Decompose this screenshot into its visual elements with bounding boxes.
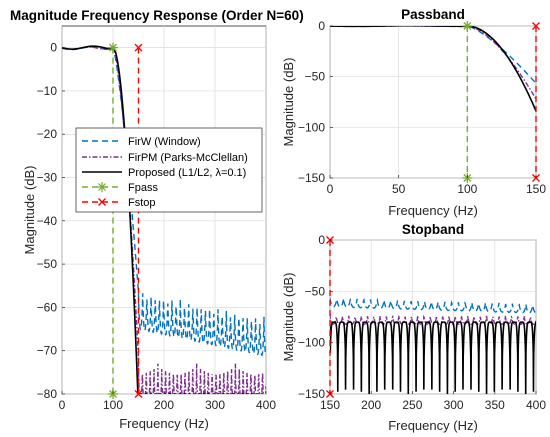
fstop-x-icon	[98, 198, 106, 206]
main-plot: 0 100 200 300 400 0 −10 −20 −30 −40 −50 −60 −70 −80 M…	[10, 8, 304, 431]
x-tick-label: 150	[320, 398, 340, 412]
x-marker-icon	[134, 390, 143, 398]
y-tick-label: −50	[305, 284, 326, 298]
y-tick-label: −150	[298, 171, 325, 185]
y-tick-label: −10	[37, 84, 58, 98]
stopband-ylabel: Magnitude (dB)	[281, 273, 296, 362]
x-tick-label: 0	[59, 398, 66, 412]
series-line-firw	[330, 297, 536, 314]
series-line-firpm	[330, 313, 536, 325]
x-tick-label: 300	[205, 398, 225, 412]
y-tick-label: −50	[37, 257, 58, 271]
x-marker-icon	[532, 22, 540, 30]
passband-plot: 0 50 100 150 0 −50 −100 −150 Passband Frequency…	[281, 7, 546, 218]
x-tick-label: 200	[361, 398, 381, 412]
legend-label-proposed: Proposed (L1/L2, λ=0.1)	[128, 167, 246, 179]
passband-tick-labels: 0 50 100 150 0 −50 −100 −150	[298, 19, 546, 196]
passband-ylabel: Magnitude (dB)	[281, 58, 296, 147]
passband-curves	[330, 26, 536, 112]
passband-title: Passband	[401, 7, 465, 22]
x-tick-label: 100	[457, 182, 477, 196]
series-line-proposed	[330, 26, 536, 112]
y-tick-label: −100	[298, 336, 325, 350]
y-tick-label: −30	[37, 171, 58, 185]
passband-axes-box	[329, 25, 537, 179]
x-tick-label: 0	[327, 182, 334, 196]
legend-item-fpass: Fpass	[82, 182, 158, 194]
y-tick-label: −70	[37, 344, 58, 358]
legend-item-firpm: FirPM (Parks-McClellan)	[82, 152, 248, 164]
x-tick-label: 400	[526, 398, 546, 412]
x-tick-label: 250	[402, 398, 422, 412]
legend-label-firpm: FirPM (Parks-McClellan)	[128, 152, 248, 164]
main-tick-labels: 0 100 200 300 400 0 −10 −20 −30 −40 −50 −60 −70 −80	[37, 41, 277, 412]
y-tick-label: −80	[37, 387, 58, 401]
stopband-tick-labels: 150 200 250 300 350 400 0 −50 −100 −150	[298, 233, 546, 412]
x-tick-label: 350	[485, 398, 505, 412]
series-line-proposed	[330, 321, 536, 394]
x-tick-label: 50	[392, 182, 406, 196]
y-tick-label: −50	[305, 70, 326, 84]
asterisk-marker-icon	[462, 21, 473, 31]
y-tick-label: 0	[318, 19, 325, 33]
stopband-curves	[330, 297, 536, 394]
main-xlabel: Frequency (Hz)	[119, 416, 209, 431]
series-line-firpm	[62, 46, 266, 394]
stopband-title: Stopband	[402, 222, 464, 237]
main-marker-lines	[108, 42, 143, 399]
passband-xlabel: Frequency (Hz)	[388, 203, 478, 218]
main-curves	[62, 45, 266, 394]
x-tick-label: 300	[444, 398, 464, 412]
stopband-xlabel: Frequency (Hz)	[388, 418, 478, 433]
fpass-asterisk-icon	[97, 182, 107, 192]
legend-item-proposed: Proposed (L1/L2, λ=0.1)	[82, 167, 246, 179]
legend-item-fstop: Fstop	[82, 197, 156, 209]
y-tick-label: −100	[298, 120, 325, 134]
main-title: Magnitude Frequency Response (Order N=60…	[10, 8, 304, 23]
x-tick-label: 200	[154, 398, 174, 412]
legend-item-firw: FirW (Window)	[82, 136, 201, 148]
x-tick-label: 150	[526, 182, 546, 196]
legend-box	[75, 127, 263, 213]
legend-label-fstop: Fstop	[128, 197, 156, 209]
x-tick-label: 400	[256, 398, 276, 412]
legend-label-fpass: Fpass	[128, 182, 158, 194]
main-ylabel: Magnitude (dB)	[22, 166, 37, 255]
asterisk-marker-icon	[108, 42, 118, 53]
y-tick-label: −60	[37, 300, 58, 314]
x-marker-icon	[134, 43, 143, 52]
y-tick-label: 0	[318, 233, 325, 247]
y-tick-label: 0	[50, 41, 57, 55]
y-tick-label: −150	[298, 387, 325, 401]
y-tick-label: −20	[37, 127, 58, 141]
legend-label-firw: FirW (Window)	[128, 136, 201, 148]
x-tick-label: 100	[103, 398, 123, 412]
series-line-proposed	[62, 45, 264, 394]
legend: FirW (Window) FirPM (Parks-McClellan) Pr…	[75, 127, 263, 213]
y-tick-label: −40	[37, 214, 58, 228]
